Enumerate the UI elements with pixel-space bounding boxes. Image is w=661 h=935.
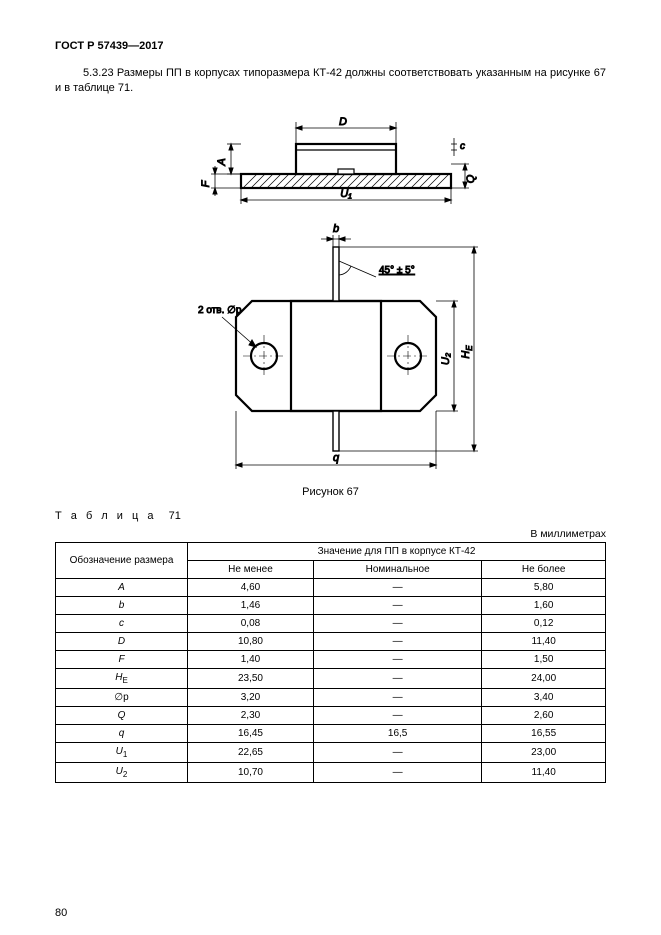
- label-b: b: [332, 223, 338, 235]
- doc-header: ГОСТ Р 57439—2017: [55, 40, 606, 52]
- figure-67: D A F Q: [55, 104, 606, 480]
- label-A: A: [216, 158, 228, 166]
- label-HE: H: [460, 350, 472, 358]
- label-holes: 2 отв. ∅p: [198, 305, 242, 316]
- col-values-span: Значение для ПП в корпусе КТ-42: [188, 542, 606, 560]
- table-row: A4,60—5,80: [56, 578, 606, 596]
- table-row: F1,40—1,50: [56, 650, 606, 668]
- label-angle: 45° ± 5°: [379, 265, 415, 276]
- table-row: Q2,30—2,60: [56, 706, 606, 724]
- col-designation: Обозначение размера: [56, 542, 188, 578]
- table-row: ∅p3,20—3,40: [56, 688, 606, 706]
- col-max: Не более: [482, 560, 606, 578]
- table-units: В миллиметрах: [55, 528, 606, 540]
- col-nom: Номинальное: [313, 560, 481, 578]
- label-U2: U₂: [440, 352, 452, 365]
- col-min: Не менее: [188, 560, 314, 578]
- table-row: HE23,50—24,00: [56, 668, 606, 688]
- label-U1: U₁: [340, 188, 352, 200]
- table-row: D10,80—11,40: [56, 632, 606, 650]
- body-paragraph: 5.3.23 Размеры ПП в корпусах типоразмера…: [55, 66, 606, 96]
- table-row: q16,4516,516,55: [56, 724, 606, 742]
- table-row: b1,46—1,60: [56, 596, 606, 614]
- dimension-table: Обозначение размера Значение для ПП в ко…: [55, 542, 606, 783]
- label-D: D: [339, 116, 347, 128]
- table-title: Т а б л и ц а 71: [55, 510, 606, 522]
- label-F: F: [200, 179, 212, 187]
- page-number: 80: [55, 907, 67, 919]
- label-q: q: [332, 452, 339, 464]
- figure-caption: Рисунок 67: [55, 486, 606, 498]
- label-c: c: [460, 141, 465, 152]
- table-row: U210,70—11,40: [56, 762, 606, 782]
- table-row: c0,08—0,12: [56, 614, 606, 632]
- label-Q: Q: [465, 174, 477, 183]
- table-row: U122,65—23,00: [56, 742, 606, 762]
- svg-text:HE: HE: [460, 344, 474, 358]
